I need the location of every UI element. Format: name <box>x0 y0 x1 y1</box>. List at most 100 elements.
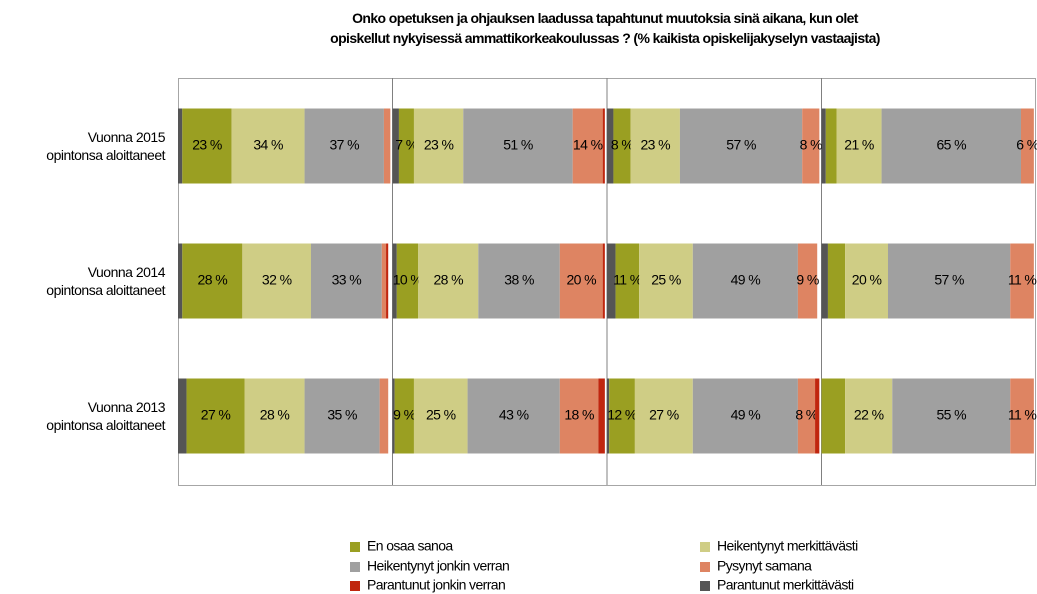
bar-segment <box>386 243 389 319</box>
data-label: 23 % <box>424 137 454 153</box>
bar-segment <box>607 108 614 184</box>
data-label: 8 % <box>795 407 817 423</box>
bar-segment <box>1010 243 1034 319</box>
data-label: 57 % <box>934 272 964 288</box>
bar-segment <box>797 243 818 319</box>
legend-label: Pysynyt samana <box>717 558 812 574</box>
legend-swatch <box>350 562 360 572</box>
bar-segment <box>598 378 605 454</box>
legend-label: En osaa sanoa <box>367 538 453 554</box>
bar-segment <box>392 108 399 184</box>
bar-segment <box>892 378 1011 454</box>
data-label: 11 % <box>1008 407 1037 423</box>
legend-label: Heikentynyt jonkin verran <box>367 558 509 574</box>
data-label: 14 % <box>573 137 603 153</box>
bar-segment <box>1010 378 1034 454</box>
data-label: 8 % <box>800 137 822 153</box>
bar-segment <box>418 243 479 319</box>
bar-segment <box>413 108 464 184</box>
data-label: 22 % <box>854 407 884 423</box>
bar-segment <box>836 108 882 184</box>
bar-segment <box>392 378 395 454</box>
data-label: 27 % <box>649 407 679 423</box>
legend-label: Parantunut jonkin verran <box>367 577 505 593</box>
data-label: 27 % <box>201 407 231 423</box>
data-label: 25 % <box>426 407 456 423</box>
bar-segment <box>821 243 828 319</box>
data-label: 8 % <box>611 137 633 153</box>
data-label: 25 % <box>651 272 681 288</box>
data-label: 20 % <box>852 272 882 288</box>
bar-segment <box>887 243 1011 319</box>
bar-segment <box>231 108 305 184</box>
bar-segment <box>178 378 187 454</box>
bar-segment <box>845 378 893 454</box>
bar-segment <box>244 378 305 454</box>
bar-segment <box>797 378 816 454</box>
chart-title: Onko opetuksen ja ohjauksen laadussa tap… <box>330 10 880 46</box>
bar-segment <box>381 243 387 319</box>
bar-segment <box>392 243 397 319</box>
data-label: 21 % <box>844 137 874 153</box>
legend-swatch <box>350 542 360 552</box>
data-label: 35 % <box>327 407 357 423</box>
data-label: 33 % <box>332 272 362 288</box>
data-label: 28 % <box>260 407 290 423</box>
bar-segment <box>615 243 640 319</box>
bar-segment <box>825 108 837 184</box>
data-label: 32 % <box>262 272 292 288</box>
bar-segment <box>602 243 605 319</box>
data-label: 11 % <box>1008 272 1037 288</box>
bar-segment <box>178 243 183 319</box>
bar-segment <box>1020 108 1034 184</box>
bar-segment <box>802 108 820 184</box>
bar-segment <box>463 108 573 184</box>
bar-segment <box>679 108 803 184</box>
legend-swatch <box>350 581 360 591</box>
legend-swatch <box>700 542 710 552</box>
bar-segment <box>310 243 382 319</box>
bar-segment <box>845 243 888 319</box>
category-label: Vuonna 2013 opintonsa aloittaneet <box>46 399 165 433</box>
bar-segment <box>182 243 243 319</box>
data-label: 12 % <box>607 407 637 423</box>
data-label: 23 % <box>641 137 671 153</box>
bar-segment <box>396 243 419 319</box>
bar-segment <box>559 243 603 319</box>
bar-segment <box>639 243 693 319</box>
bar-segment <box>572 108 603 184</box>
data-label: 38 % <box>504 272 534 288</box>
data-label: 55 % <box>937 407 967 423</box>
legend-swatch <box>700 581 710 591</box>
bar-segment <box>379 378 389 454</box>
category-label: Vuonna 2015 opintonsa aloittaneet <box>46 129 165 163</box>
bar-segment <box>413 378 468 454</box>
bar-segment <box>692 243 798 319</box>
bar-segment <box>607 243 616 319</box>
bar-segment <box>398 108 414 184</box>
data-label: 23 % <box>192 137 222 153</box>
bar-segment <box>559 378 599 454</box>
bar-segment <box>630 108 680 184</box>
bar-segment <box>607 378 610 454</box>
data-label: 43 % <box>499 407 529 423</box>
bar-segment <box>609 378 635 454</box>
bar-segment <box>304 108 384 184</box>
legend-swatch <box>700 562 710 572</box>
bar-segment <box>186 378 245 454</box>
data-label: 28 % <box>434 272 464 288</box>
data-label: 10 % <box>393 272 423 288</box>
bar-segment <box>467 378 560 454</box>
bar-segment <box>634 378 693 454</box>
bar-segment <box>394 378 414 454</box>
bar-segment <box>178 108 183 184</box>
bar-segment <box>821 378 846 454</box>
data-label: 51 % <box>503 137 533 153</box>
bar-segment <box>815 378 820 454</box>
category-label: Vuonna 2014 opintonsa aloittaneet <box>46 264 165 298</box>
legend-label: Heikentynyt merkittävästi <box>717 538 858 554</box>
bar-segment <box>821 108 826 184</box>
data-label: 7 % <box>395 137 417 153</box>
data-label: 11 % <box>613 272 642 288</box>
data-label: 65 % <box>937 137 967 153</box>
